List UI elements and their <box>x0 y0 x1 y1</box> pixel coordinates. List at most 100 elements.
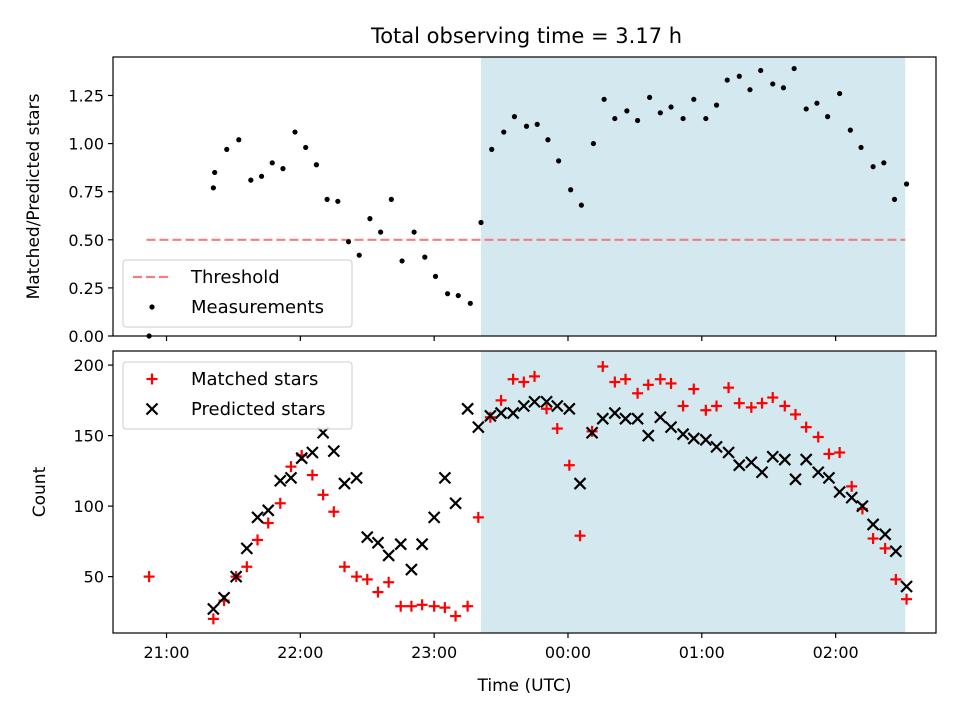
data-point <box>540 395 553 409</box>
data-point <box>345 239 352 245</box>
data-point <box>791 65 797 72</box>
axes-frame <box>112 350 937 634</box>
y-tick-label: 0.50 <box>68 231 104 250</box>
data-point <box>258 173 265 179</box>
data-point <box>372 586 384 598</box>
data-point <box>472 511 484 523</box>
data-point <box>378 229 384 235</box>
data-point <box>814 100 820 106</box>
data-point <box>212 169 218 176</box>
data-point <box>455 292 461 299</box>
data-point <box>620 373 632 385</box>
data-point <box>273 474 287 487</box>
x-tick-label: 02:00 <box>813 643 859 662</box>
data-point <box>688 383 700 395</box>
data-point <box>563 459 575 471</box>
data-point <box>825 114 831 120</box>
data-point <box>596 412 610 425</box>
data-point <box>422 254 428 260</box>
data-point <box>551 399 564 413</box>
data-point <box>338 477 351 490</box>
legend-box <box>122 361 353 430</box>
data-point <box>462 600 474 612</box>
data-point <box>241 561 253 573</box>
data-point <box>745 401 757 413</box>
data-point <box>461 402 474 416</box>
data-point <box>367 216 373 222</box>
data-point <box>856 499 869 513</box>
data-point <box>858 144 864 151</box>
data-point <box>811 465 825 479</box>
data-point <box>890 573 902 585</box>
ratio-panel: 0.00 0.25 0.50 0.75 1.00 1.25 Threshold Measure… <box>24 24 937 346</box>
data-point <box>767 392 779 404</box>
data-point <box>870 164 876 170</box>
data-point <box>236 137 242 143</box>
data-point <box>665 377 677 389</box>
data-point <box>780 85 787 91</box>
data-point <box>822 471 836 485</box>
series-predicted-stars <box>207 395 913 616</box>
data-point <box>350 471 363 485</box>
data-point <box>306 469 318 481</box>
data-point <box>360 530 374 544</box>
data-point <box>324 196 330 202</box>
data-point <box>284 471 298 485</box>
data-point <box>411 229 417 235</box>
data-point <box>699 433 713 447</box>
data-point <box>495 394 507 406</box>
data-point <box>789 408 801 420</box>
data-point <box>578 202 584 208</box>
data-point <box>252 534 264 546</box>
data-point <box>654 410 667 424</box>
data-point <box>568 187 574 193</box>
data-point <box>823 448 835 460</box>
y-axis-label: Count <box>30 466 50 517</box>
data-point <box>427 511 441 524</box>
data-point <box>687 432 701 445</box>
data-point <box>723 382 735 394</box>
data-point <box>388 196 394 202</box>
data-point <box>534 121 540 127</box>
legend-label: Threshold <box>190 267 280 288</box>
data-point <box>889 544 903 558</box>
data-point <box>327 444 341 458</box>
data-point <box>691 96 697 102</box>
data-point <box>395 600 407 612</box>
data-point <box>668 104 674 110</box>
data-point <box>631 412 644 425</box>
data-point <box>501 129 507 135</box>
data-point <box>248 177 254 183</box>
data-point <box>676 427 690 441</box>
data-point <box>489 146 495 152</box>
data-point <box>634 117 641 124</box>
y-tick-label: 0.25 <box>68 279 104 298</box>
data-point <box>240 542 254 555</box>
data-point <box>647 94 653 101</box>
data-point <box>478 219 484 226</box>
y-tick-label: 150 <box>73 427 104 446</box>
data-point <box>657 110 663 116</box>
data-point <box>845 491 858 504</box>
data-point <box>428 600 440 612</box>
data-point <box>700 404 712 416</box>
data-point <box>415 537 429 551</box>
data-point <box>351 571 363 583</box>
data-point <box>642 379 654 391</box>
data-point <box>438 471 452 485</box>
data-point <box>339 561 351 573</box>
series-measurements <box>146 65 910 339</box>
data-point <box>361 573 373 585</box>
y-tick-label: 0.00 <box>68 327 104 346</box>
data-point <box>608 406 622 420</box>
data-point <box>444 291 451 297</box>
legend-label: Predicted stars <box>191 399 325 420</box>
data-point <box>328 506 340 518</box>
data-point <box>736 73 742 79</box>
data-point <box>609 376 621 388</box>
data-point <box>494 406 508 420</box>
y-tick-label: 0.75 <box>68 183 104 202</box>
data-point <box>900 580 913 593</box>
data-point <box>867 533 879 545</box>
data-point <box>901 593 913 605</box>
